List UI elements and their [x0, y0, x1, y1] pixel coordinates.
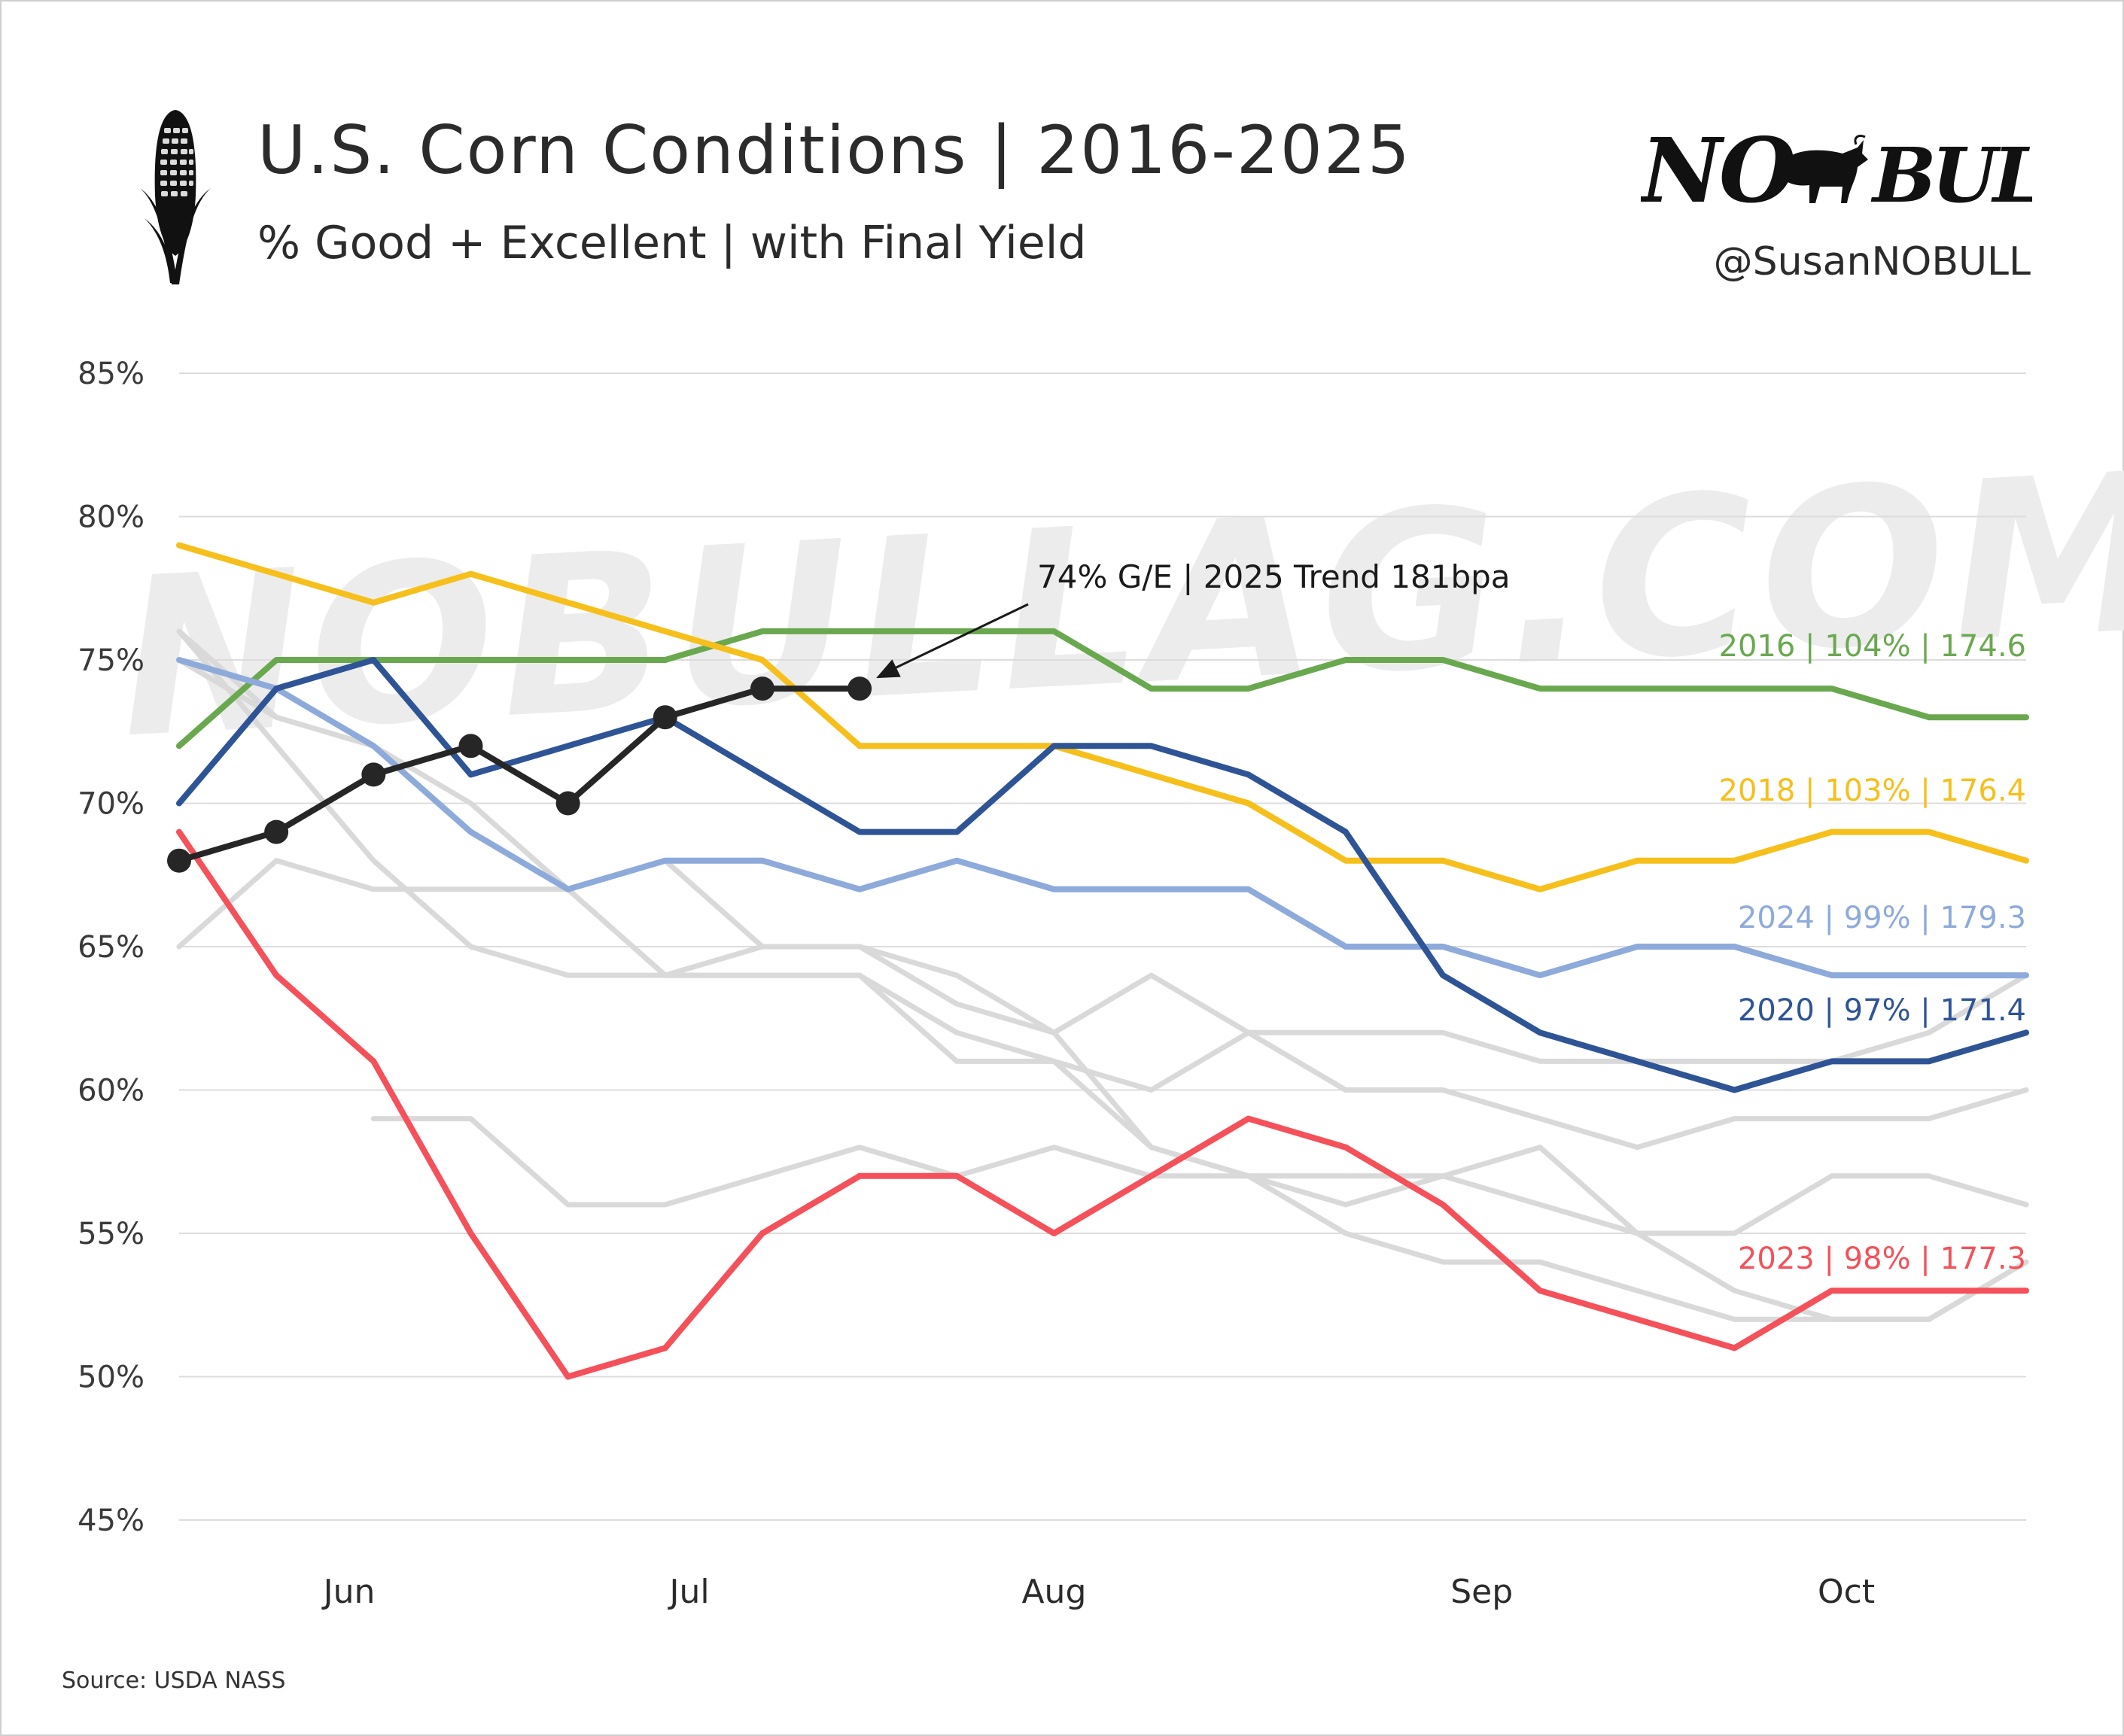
- y-tick-label: 45%: [78, 1503, 145, 1538]
- y-tick-label: 60%: [78, 1074, 145, 1108]
- series-point-2025: [167, 848, 191, 873]
- arrowhead: [876, 659, 901, 679]
- series-point-2025: [458, 734, 483, 759]
- bull-icon: [1776, 134, 1868, 203]
- twitter-handle: @SusanNOBULL: [1713, 239, 2031, 284]
- series-line-2016: [176, 628, 2029, 749]
- series-point-2025: [555, 791, 580, 816]
- no-bull-logo: NO BULL: [1641, 118, 2032, 223]
- series-label-2024: 2024 | 99% | 179.3: [1738, 901, 2026, 935]
- y-axis: 85% 80% 75% 70% 65% 60% 55% 50% 45%: [78, 357, 145, 1538]
- x-tick-label: Jun: [321, 1573, 376, 1611]
- chart-title: U.S. Corn Conditions | 2016-2025: [257, 111, 1411, 189]
- x-tick-label: Aug: [1021, 1573, 1086, 1611]
- y-tick-label: 80%: [78, 500, 145, 535]
- series-label-2018: 2018 | 103% | 176.4: [1719, 774, 2026, 808]
- series-point-2025: [847, 676, 872, 701]
- svg-text:BULL: BULL: [1870, 131, 2032, 220]
- series-layer: [167, 542, 2029, 1380]
- x-tick-label: Oct: [1818, 1573, 1875, 1611]
- series-label-2023: 2023 | 98% | 177.3: [1738, 1242, 2026, 1276]
- series-line-2020: [176, 657, 2029, 1093]
- series-point-2025: [264, 819, 289, 844]
- series-label-2016: 2016 | 104% | 174.6: [1719, 629, 2026, 664]
- series-line-other-year: [176, 858, 2029, 1064]
- corn-icon: [140, 110, 211, 284]
- series-point-2025: [750, 676, 774, 701]
- series-labels: 2016 | 104% | 174.6 2018 | 103% | 176.4 20…: [1719, 629, 2026, 1276]
- series-line-other-year: [176, 657, 2029, 1151]
- x-axis: Jun Jul Aug Sep Oct: [321, 1573, 1875, 1611]
- y-tick-label: 75%: [78, 643, 145, 678]
- annotation: 74% G/E | 2025 Trend 181bpa: [876, 558, 1511, 679]
- series-line-other-year: [370, 1116, 2029, 1236]
- chart-subtitle: % Good + Excellent | with Final Yield: [257, 217, 1087, 269]
- source-note: Source: USDA NASS: [62, 1668, 286, 1694]
- x-tick-label: Sep: [1450, 1573, 1513, 1611]
- watermark: NOBULLAG.COM: [114, 426, 2124, 787]
- series-point-2025: [653, 705, 677, 730]
- y-tick-label: 55%: [78, 1217, 145, 1251]
- series-line-2024: [176, 657, 2029, 979]
- series-line-2025: [176, 686, 863, 864]
- y-tick-label: 85%: [78, 357, 145, 391]
- y-tick-label: 70%: [78, 787, 145, 822]
- y-tick-label: 50%: [78, 1361, 145, 1395]
- series-line-2018: [176, 542, 2029, 892]
- y-tick-label: 65%: [78, 930, 145, 965]
- svg-text:NO: NO: [1641, 118, 1796, 223]
- x-tick-label: Jul: [668, 1573, 710, 1611]
- series-point-2025: [361, 762, 386, 787]
- series-line-2023: [176, 828, 2029, 1380]
- annotation-text: 74% G/E | 2025 Trend 181bpa: [1037, 558, 1511, 595]
- annotation-arrow: [886, 603, 1029, 673]
- series-label-2020: 2020 | 97% | 171.4: [1738, 993, 2026, 1028]
- series-line-other-year: [176, 628, 2029, 1322]
